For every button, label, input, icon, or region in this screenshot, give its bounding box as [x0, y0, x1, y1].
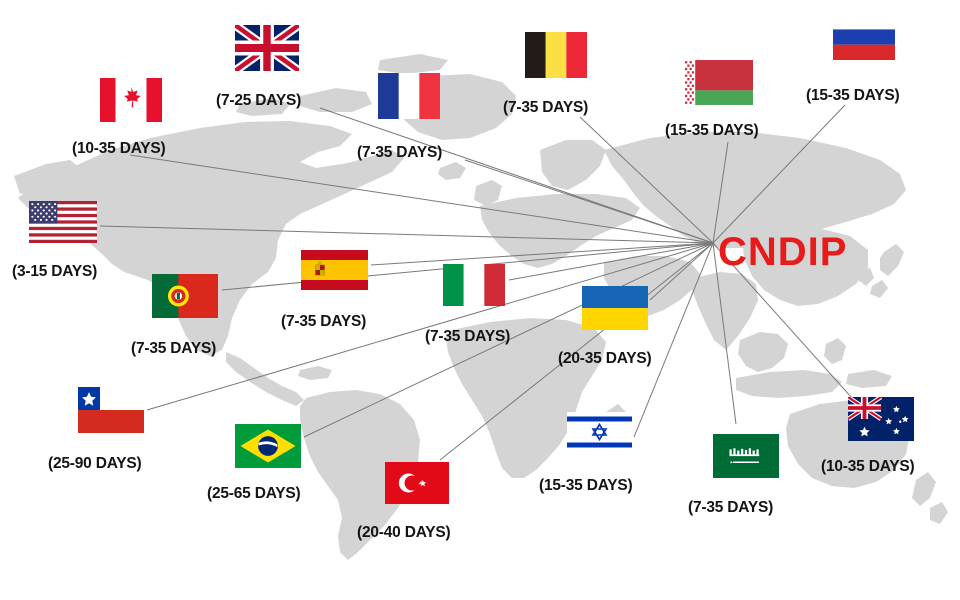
route-line-saudi-arabia [712, 242, 737, 425]
delivery-time-label-italy: (7-35 DAYS) [425, 328, 511, 345]
flag-portugal-icon[interactable] [152, 274, 218, 318]
flag-belarus-icon[interactable] [685, 60, 753, 105]
route-line-australia [712, 242, 853, 399]
flag-brazil-icon[interactable] [235, 424, 301, 468]
flag-chile-icon[interactable] [78, 387, 144, 433]
delivery-time-label-israel: (15-35 DAYS) [539, 477, 633, 494]
flag-turkey-icon[interactable] [385, 462, 449, 504]
delivery-time-label-france: (7-35 DAYS) [357, 144, 443, 161]
delivery-time-label-united-kingdom: (7-25 DAYS) [216, 92, 302, 109]
route-line-france [464, 159, 714, 244]
flag-france-icon[interactable] [378, 73, 440, 119]
delivery-time-label-ukraine: (20-35 DAYS) [558, 350, 652, 367]
world-map-landmasses [14, 54, 948, 560]
route-line-ukraine [649, 242, 714, 301]
route-line-russia [712, 104, 846, 244]
delivery-time-label-turkey: (20-40 DAYS) [357, 524, 451, 541]
route-line-united-kingdom [319, 107, 714, 244]
flag-canada-icon[interactable] [100, 78, 162, 122]
route-line-belgium [579, 116, 714, 244]
flag-italy-icon[interactable] [443, 264, 505, 306]
flag-spain-icon[interactable] [301, 250, 368, 290]
delivery-time-label-belarus: (15-35 DAYS) [665, 122, 759, 139]
flag-united-kingdom-icon[interactable] [235, 25, 299, 71]
flag-israel-icon[interactable] [567, 412, 632, 452]
route-line-belarus [712, 141, 729, 244]
flag-australia-icon[interactable] [848, 397, 914, 441]
delivery-time-label-belgium: (7-35 DAYS) [503, 99, 589, 116]
hub-origin-label: CNDIP [718, 230, 848, 274]
flag-belgium-icon[interactable] [525, 32, 587, 78]
route-line-israel [633, 242, 714, 438]
delivery-time-label-russia: (15-35 DAYS) [806, 87, 900, 104]
route-line-united-states [99, 225, 714, 244]
delivery-time-label-spain: (7-35 DAYS) [281, 313, 367, 330]
route-line-canada [129, 154, 714, 244]
flag-united-states-icon[interactable] [29, 201, 97, 243]
delivery-time-label-chile: (25-90 DAYS) [48, 455, 142, 472]
delivery-time-label-brazil: (25-65 DAYS) [207, 485, 301, 502]
delivery-time-label-australia: (10-35 DAYS) [821, 458, 915, 475]
route-line-chile [146, 242, 714, 411]
delivery-time-label-united-states: (3-15 DAYS) [12, 263, 98, 280]
route-line-brazil [303, 242, 714, 438]
delivery-time-label-saudi-arabia: (7-35 DAYS) [688, 499, 774, 516]
flag-russia-icon[interactable] [833, 14, 895, 60]
flag-saudi-arabia-icon[interactable] [713, 434, 779, 478]
delivery-time-label-portugal: (7-35 DAYS) [131, 340, 217, 357]
delivery-time-label-canada: (10-35 DAYS) [72, 140, 166, 157]
route-line-turkey [439, 242, 714, 461]
route-line-italy [508, 242, 714, 281]
route-line-spain [370, 242, 714, 266]
flag-ukraine-icon[interactable] [582, 286, 648, 330]
